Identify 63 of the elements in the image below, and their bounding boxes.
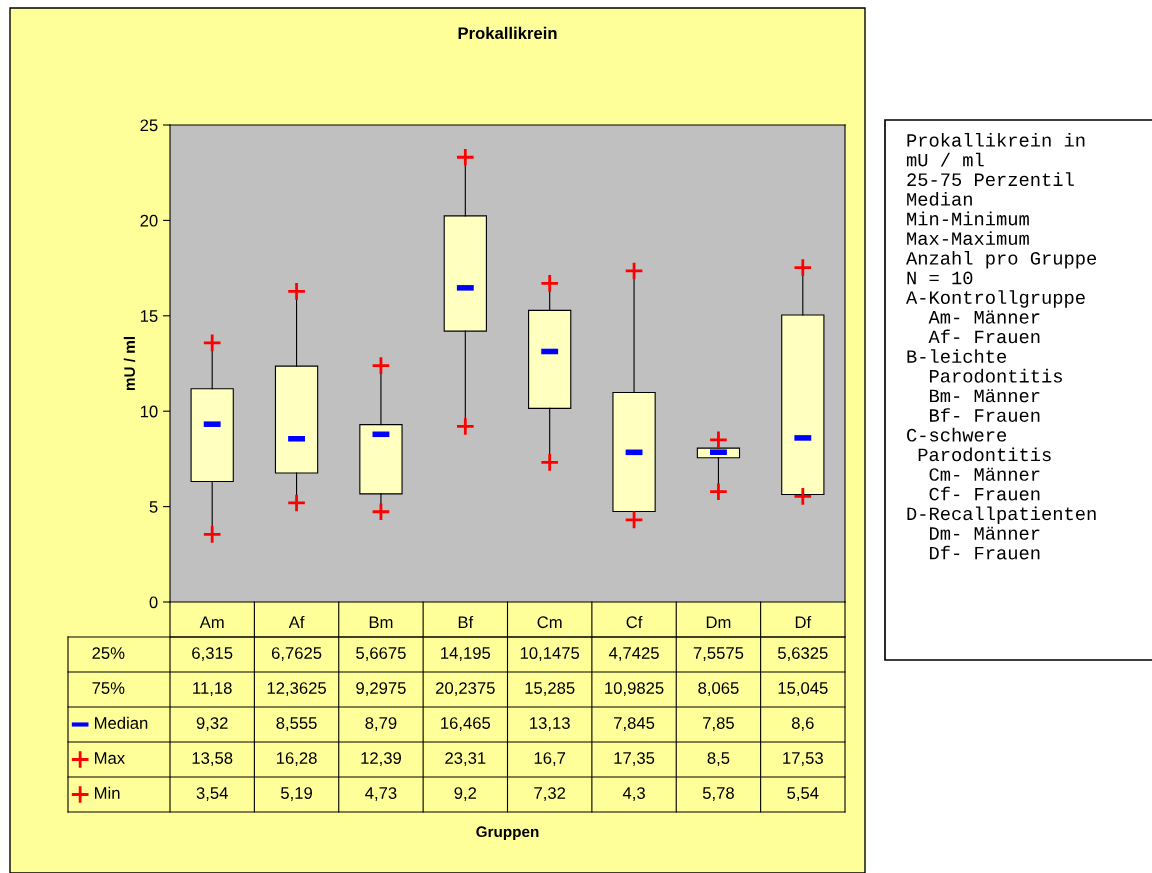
text: 10,9825 xyxy=(605,682,664,696)
text: 8,5 xyxy=(707,752,730,766)
text: 15,285 xyxy=(525,682,575,696)
x-tick-label: Cf xyxy=(626,615,643,629)
text: 20,2375 xyxy=(436,682,495,696)
text: Min xyxy=(95,786,120,799)
y-tick-label: 10 xyxy=(140,405,158,418)
text: 13,58 xyxy=(192,752,233,766)
text: 12,39 xyxy=(361,752,401,766)
text: 5,54 xyxy=(787,787,819,801)
x-tick-label: Af xyxy=(288,615,305,628)
y-tick-label: 0 xyxy=(149,596,158,609)
text: 15,045 xyxy=(778,682,828,696)
x-tick-label: Am xyxy=(199,616,224,628)
text: 5,6325 xyxy=(777,647,828,661)
text: 5,78 xyxy=(702,787,734,801)
text: 6,315 xyxy=(192,647,233,661)
text: 14,195 xyxy=(441,647,491,661)
text: 23,31 xyxy=(445,752,486,766)
text: Max xyxy=(95,752,125,764)
text: Gruppen xyxy=(476,826,539,841)
chart-title: Prokallikrein xyxy=(458,26,557,40)
text: 9,2 xyxy=(454,787,477,801)
text: 5,6675 xyxy=(356,647,406,661)
text: 4,73 xyxy=(365,787,397,801)
text: 13,13 xyxy=(530,717,570,731)
text: 8,065 xyxy=(698,682,739,696)
text: 17,35 xyxy=(614,752,655,766)
text: 6,7625 xyxy=(271,647,322,661)
text: 17,53 xyxy=(783,752,823,766)
y-tick-label: 15 xyxy=(140,310,158,322)
text: 12,3625 xyxy=(267,682,326,696)
x-tick-label: Bf xyxy=(458,615,474,628)
text: 9,32 xyxy=(196,717,228,731)
text: 4,3 xyxy=(622,787,645,801)
x-tick-label: Df xyxy=(795,615,812,628)
text: Median xyxy=(95,716,148,729)
text: Prokallikrein in mU / ml 25-75 Perzentil Median Min-Minimum Max-Maximum Anzahl pro Gruppe N = 10 A-Kontrollgruppe Am- Männer Af- Frauen B-leichte Parodontitis Bm- Männer Bf- Frauen C-schwere Parodontitis Cm- Männer Cf- Frauen D-Recallpatienten Dm- Männer Df- Frauen xyxy=(906,133,1097,560)
x-tick-label: Cm xyxy=(537,616,562,629)
text: 7,32 xyxy=(534,787,566,801)
x-tick-label: Dm xyxy=(706,616,731,628)
text: 75% xyxy=(92,682,125,694)
text: 16,28 xyxy=(276,752,317,766)
text: 8,555 xyxy=(276,717,317,731)
text: 7,5575 xyxy=(693,647,744,661)
text: 7,845 xyxy=(614,717,655,731)
text: 8,6 xyxy=(791,717,814,731)
y-tick-label: 5 xyxy=(149,501,158,513)
text: 3,54 xyxy=(196,787,228,801)
y-tick-label: 25 xyxy=(140,119,158,132)
text: 7,85 xyxy=(703,717,734,731)
text: 9,2975 xyxy=(356,682,406,696)
text: 10,1475 xyxy=(520,647,580,661)
text: 8,79 xyxy=(365,717,397,731)
text: 16,465 xyxy=(441,717,491,731)
text: 4,7425 xyxy=(608,647,659,661)
y-tick-label: 20 xyxy=(140,214,158,227)
text: 5,19 xyxy=(281,787,312,801)
x-tick-label: Bm xyxy=(369,616,393,628)
y-axis-title: mU / ml xyxy=(123,336,136,391)
text: 16,7 xyxy=(534,752,566,766)
text: 11,18 xyxy=(193,682,232,696)
text: 25% xyxy=(92,647,125,659)
